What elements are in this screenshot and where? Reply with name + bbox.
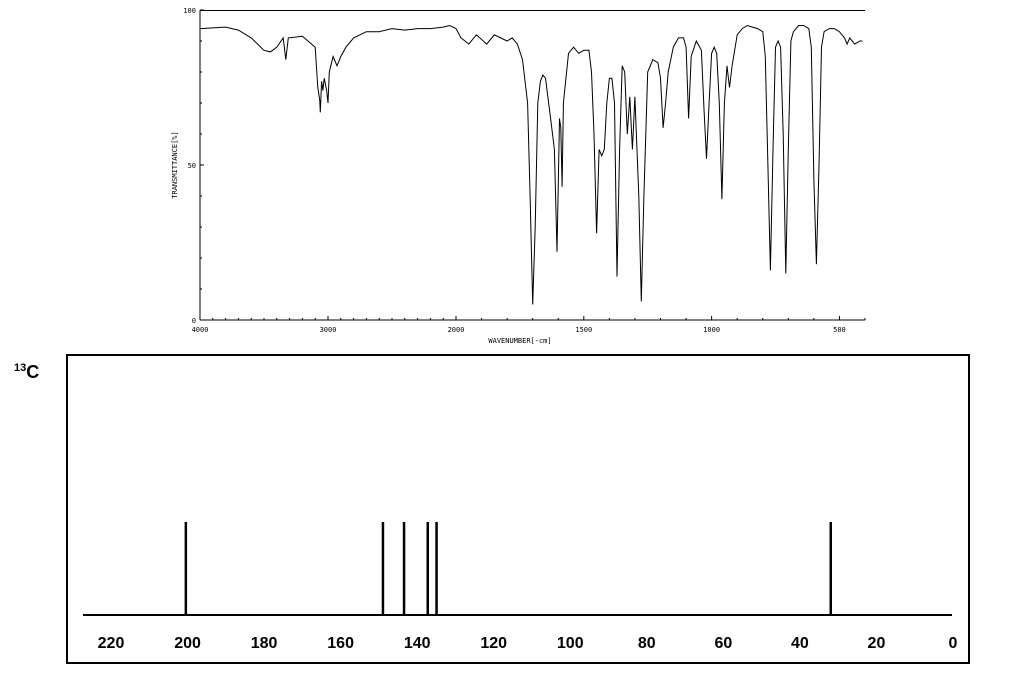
ir-x-tick-labels: 4000 3000 2000 1500 1000 500 [192,326,846,334]
ir-x-tick-label: 2000 [448,326,465,334]
ir-x-tick-label: 4000 [192,326,209,334]
ir-y-tick-labels: 100 50 0 [183,7,196,325]
ir-x-tick-label: 1500 [575,326,592,334]
ir-y-tick-label: 0 [192,317,196,325]
ir-y-axis-label: TRANSMITTANCE[%] [171,131,179,198]
ir-x-tick-label: 3000 [320,326,337,334]
nucleus-mass-number: 13 [14,362,27,374]
ir-x-tick-label: 500 [833,326,846,334]
nucleus-symbol: C [26,362,40,382]
ir-y-tick-label: 100 [183,7,196,15]
ir-y-tick-label: 50 [188,162,196,170]
ir-x-tick-label: 1000 [703,326,720,334]
ir-spectrum-trace [199,24,863,305]
nucleus-label: 13C [14,362,39,383]
ir-ticks [199,9,866,321]
ir-plot-frame-top [200,10,865,11]
ir-x-axis-label: WAVENUMBER[-cm] [488,337,551,345]
